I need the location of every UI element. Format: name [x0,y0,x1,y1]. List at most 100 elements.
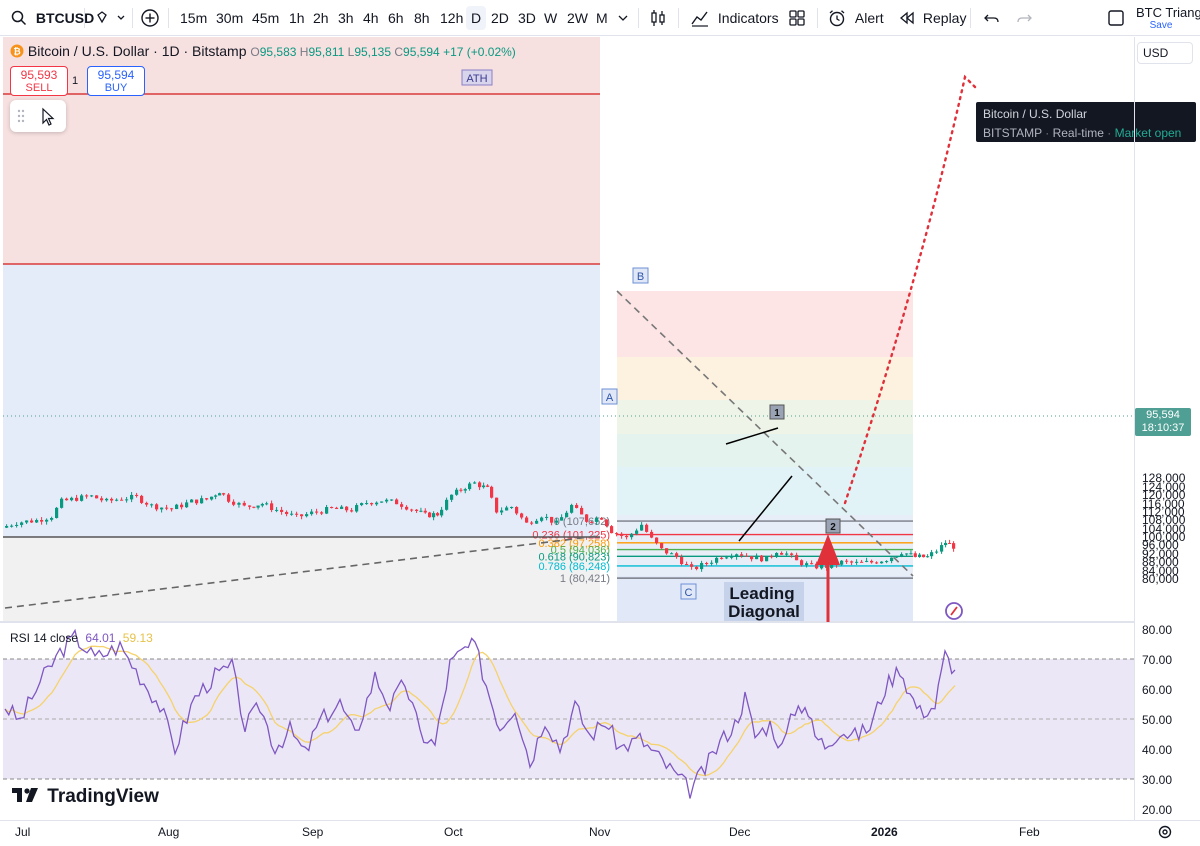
diagonal-upper-line[interactable] [725,427,779,445]
candle-body [320,512,324,514]
candle-body [530,522,534,524]
candle-body [459,489,463,491]
rsi-pane[interactable] [3,628,1134,799]
candle-body [155,504,159,510]
wave-a-label[interactable]: A [601,388,618,405]
timeframe-15m[interactable]: 15m [180,10,208,26]
magic-wand-icon[interactable] [945,602,963,620]
indicators-button[interactable]: Indicators [690,0,779,36]
order-quantity[interactable]: 1 [72,75,79,87]
diagonal-lower-line[interactable] [738,475,793,542]
candle-body [830,562,834,568]
compare-add-button[interactable] [140,0,160,36]
candle-body [130,494,134,500]
candle-body [360,503,364,506]
candle-body [905,553,909,555]
settings-button[interactable] [1157,824,1173,845]
timeframe-w[interactable]: W [544,10,558,26]
redo-button[interactable] [1014,0,1034,36]
symbol-legend[interactable]: ₿ Bitcoin / U.S. Dollar · 1D · Bitstamp … [10,43,516,59]
symbol-search-button[interactable]: BTCUSD [10,0,94,36]
candle-body [390,499,394,501]
candle-body [520,513,524,518]
layouts-button[interactable] [787,0,807,36]
candle-body [125,499,129,501]
tooltip-name: Bitcoin / U.S. Dollar [983,107,1088,121]
support-zone [3,264,600,537]
projection-path[interactable] [843,74,977,505]
symbol-type-dropdown[interactable] [94,0,128,36]
wave-1-label[interactable]: 1 [769,404,785,420]
timeframe-m[interactable]: M [596,10,608,26]
drawing-toolbar[interactable] [10,100,66,132]
rsi-legend[interactable]: RSI 14 close 64.01 59.13 [10,631,153,645]
timeframe-d[interactable]: D [466,6,486,30]
candle-body [595,518,599,522]
layout-save-button[interactable]: BTC Triang Save [1136,5,1200,33]
low-label: L [347,45,355,59]
candle-body [680,557,684,565]
wave-b-label[interactable]: B [632,267,649,284]
candle-body [570,504,574,513]
gear-icon [1158,825,1172,839]
fib-level-label: 1 (80,421) [560,573,610,585]
timeframe-30m[interactable]: 30m [216,10,244,26]
tradingview-logo[interactable]: TradingView [12,786,159,808]
falling-trend-line[interactable] [616,290,914,577]
rising-trend-line[interactable] [4,535,599,609]
candle-body [720,557,724,559]
sell-label: SELL [25,82,53,94]
candle-body [655,537,659,544]
fullscreen-button[interactable] [1106,0,1126,36]
leading-diagonal-label[interactable]: Leading Diagonal [724,582,804,621]
timeframe-8h[interactable]: 8h [414,10,430,26]
candle-body [495,497,499,513]
candle-body [740,554,744,556]
timeframe-12h[interactable]: 12h [440,10,464,26]
fib-retracement[interactable]: 0 (107,652)0.236 (101,225)0.382 (97,258)… [532,291,913,622]
candle-body [70,497,74,501]
square-icon [1108,10,1124,26]
chart-type-button[interactable] [648,0,668,36]
candle-body [795,554,799,561]
tradingview-logo-icon [12,788,38,802]
chart-canvas[interactable]: 0 (107,652)0.236 (101,225)0.382 (97,258)… [0,37,1134,820]
timeframe-1h[interactable]: 1h [289,10,305,26]
timeframe-dropdown[interactable] [616,0,630,36]
candle-body [685,564,689,566]
currency-label: USD [1143,46,1169,60]
candle-body [640,524,644,531]
candle-body [870,560,874,563]
timeframe-3h[interactable]: 3h [338,10,354,26]
candle-body [105,498,109,501]
timeframe-2h[interactable]: 2h [313,10,329,26]
alert-button[interactable]: Alert [827,0,884,36]
buy-button[interactable]: 95,594 BUY [87,66,145,96]
wave-2-label[interactable]: 2 [825,518,841,534]
timeframe-3d[interactable]: 3D [518,10,536,26]
chevron-down-icon [618,15,628,21]
currency-selector[interactable]: USD [1137,42,1193,64]
sell-button[interactable]: 95,593 SELL [10,66,68,96]
replay-button[interactable]: Replay [897,0,966,36]
candle-body [165,507,169,509]
undo-button[interactable] [982,0,1002,36]
candle-body [450,494,454,500]
alert-label: Alert [854,10,884,26]
timeframe-4h[interactable]: 4h [363,10,379,26]
price-scale[interactable] [1134,37,1200,820]
time-scale[interactable]: Jul Aug Sep Oct Nov Dec 2026 Feb [0,820,1200,846]
candle-body [944,542,948,546]
candle-body [75,497,79,501]
ath-label[interactable]: ATH [461,69,493,86]
candle-body [770,556,774,558]
candle-body [715,557,719,563]
fib-level-label: 0.786 (86,248) [538,561,610,573]
candle-body [100,498,104,501]
wave-c-label[interactable]: C [680,583,697,600]
timeframe-45m[interactable]: 45m [252,10,280,26]
timeframe-2d[interactable]: 2D [491,10,509,26]
timeframe-2w[interactable]: 2W [567,10,588,26]
timeframe-6h[interactable]: 6h [388,10,404,26]
candle-body [160,507,164,510]
